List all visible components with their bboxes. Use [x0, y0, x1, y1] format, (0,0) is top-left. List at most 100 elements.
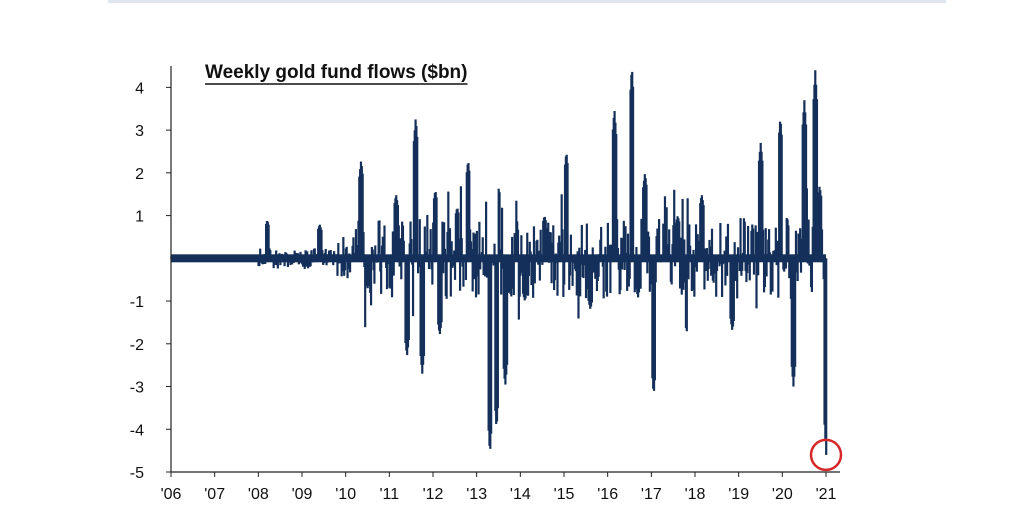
flow-bar [683, 239, 686, 259]
flow-bar [726, 258, 729, 276]
flow-bar [569, 234, 573, 259]
flow-bar [422, 258, 426, 356]
flow-bar [345, 246, 348, 259]
flow-bar [665, 207, 668, 259]
tick-labels: 4 3 2 1 -1 -2 -3 -4 -5 '06 '07 '08 '09 '10 '11 '12 '13 '1… [130, 80, 837, 503]
flow-bar [500, 258, 503, 295]
flow-bar [662, 223, 665, 259]
highlight-circle [809, 438, 843, 472]
flow-bar [584, 249, 587, 259]
flow-bar [347, 258, 350, 269]
flow-bar [526, 232, 529, 259]
flow-bar [703, 258, 706, 290]
flow-bar [269, 250, 272, 259]
flow-bar [692, 249, 695, 259]
flow-bar [442, 258, 445, 274]
flow-bar [481, 237, 484, 259]
flow-bar [380, 258, 383, 294]
y-tick-label: -5 [130, 465, 144, 482]
flow-bar [752, 258, 756, 275]
flow-bar [397, 225, 400, 259]
flow-bar [507, 258, 510, 293]
flow-bar [715, 258, 719, 272]
flow-bar [418, 219, 421, 259]
flow-bar [694, 224, 698, 259]
flow-bar [585, 223, 588, 259]
flow-bar [724, 258, 727, 286]
flow-bar [752, 228, 755, 259]
bar-series [170, 70, 828, 455]
flow-bar [637, 258, 641, 293]
flow-bar [732, 258, 735, 321]
flow-bar [352, 237, 355, 259]
flow-bar [689, 245, 692, 259]
flow-bar [602, 258, 605, 299]
flow-bar [496, 258, 499, 409]
flow-bar [478, 221, 481, 259]
flow-bar [306, 258, 310, 269]
flow-bar [820, 229, 824, 259]
flow-bar [464, 258, 468, 281]
flow-bar [649, 258, 652, 285]
flow-bar [710, 258, 713, 276]
flow-bar [702, 205, 705, 259]
flow-bar [336, 258, 339, 276]
flow-bar [427, 258, 431, 270]
top-rule [108, 0, 946, 3]
flow-bar [673, 189, 676, 259]
flow-bar [485, 201, 488, 259]
flow-bar [805, 188, 808, 259]
flow-bar [608, 244, 611, 259]
flow-bar [556, 258, 559, 296]
flow-bar [563, 258, 566, 285]
flow-bar [460, 238, 463, 259]
flow-bar [606, 222, 609, 259]
flow-bar [560, 194, 563, 259]
flow-bar [578, 247, 581, 259]
flow-bar [532, 258, 535, 298]
x-tick-label: '20 [772, 486, 793, 503]
x-tick-label: '11 [379, 486, 399, 503]
flow-bar [458, 258, 462, 291]
x-tick-label: '18 [685, 486, 706, 503]
flow-bar [640, 218, 643, 259]
flow-bar [738, 258, 741, 272]
flow-bar [525, 258, 528, 296]
flow-bar [626, 233, 630, 259]
flow-bar [746, 258, 749, 274]
flow-bar [783, 258, 786, 272]
flow-bar [443, 222, 446, 259]
flow-bar [774, 227, 777, 259]
flow-bar [663, 196, 667, 259]
flow-bar [787, 225, 790, 259]
flow-bar [582, 258, 585, 279]
flow-bar [383, 225, 386, 259]
flow-bar [516, 229, 520, 259]
flow-bar [435, 197, 438, 259]
flow-bar [686, 198, 689, 259]
flow-bar [705, 258, 708, 272]
flow-bar [668, 229, 671, 259]
flow-bar [305, 258, 308, 267]
flow-bar [553, 258, 557, 281]
flow-bar [440, 258, 443, 323]
x-tick-label: '21 [816, 486, 837, 503]
flow-bar [448, 228, 452, 259]
flow-bar [797, 233, 800, 259]
flow-bar [566, 162, 569, 259]
flow-bar [820, 195, 823, 259]
flow-bar [417, 258, 421, 268]
flow-bar [590, 258, 594, 303]
flow-bar [594, 258, 597, 279]
flow-bar [520, 235, 523, 259]
flow-bar [626, 258, 629, 291]
flow-bar [473, 258, 476, 280]
flow-bar [771, 258, 774, 292]
flow-bar [477, 258, 480, 295]
flow-bar [704, 248, 707, 259]
flow-bar [407, 258, 410, 340]
flow-bar [472, 232, 475, 259]
flow-bar [647, 236, 651, 259]
flow-bar [431, 258, 434, 285]
